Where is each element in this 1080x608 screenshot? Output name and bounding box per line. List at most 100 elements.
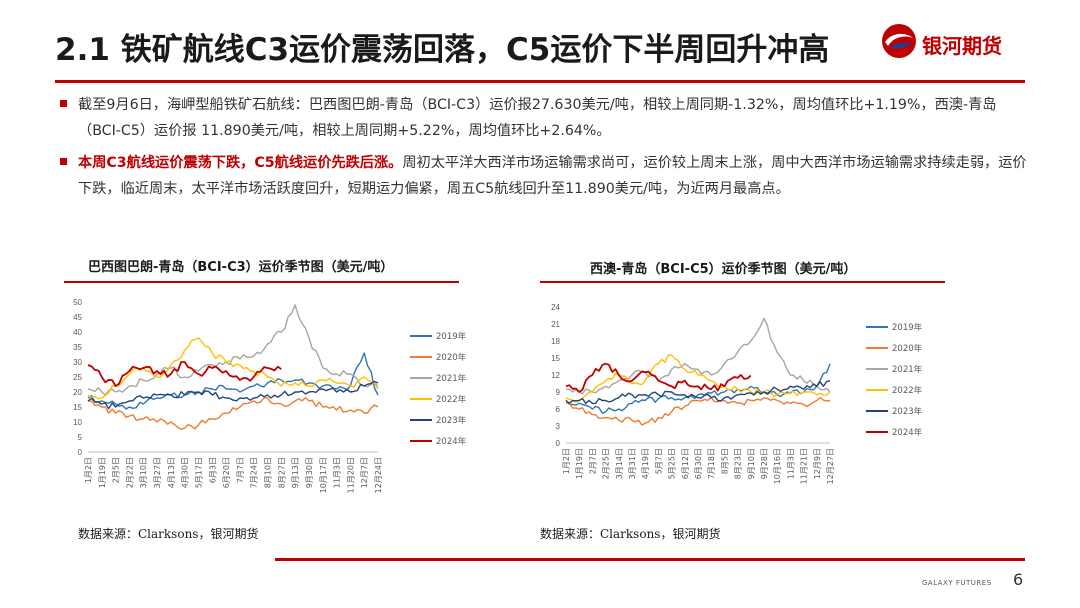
y-tick-label: 40 (73, 328, 82, 337)
x-tick-label: 8月5日 (720, 448, 729, 474)
y-tick-label: 15 (551, 354, 560, 363)
y-tick-label: 12 (551, 371, 560, 380)
x-tick-label: 5月25日 (668, 448, 677, 479)
legend-label: 2024年 (892, 427, 923, 438)
bullet-item: 本周C3航线运价震荡下跌，C5航线运价先跌后涨。周初太平洋大西洋市场运输需求尚可… (60, 150, 1035, 202)
y-tick-label: 21 (551, 320, 560, 329)
x-tick-label: 3月31日 (628, 448, 637, 479)
y-tick-label: 6 (556, 405, 561, 414)
x-tick-label: 12月7日 (360, 457, 369, 488)
legend-label: 2019年 (892, 322, 923, 333)
y-tick-label: 0 (556, 439, 561, 448)
x-tick-label: 3月27日 (153, 457, 162, 488)
x-tick-label: 11月3日 (786, 448, 795, 479)
series-line-2024年 (565, 362, 752, 393)
x-tick-label: 1月2日 (562, 448, 571, 474)
x-tick-label: 6月30日 (694, 448, 703, 479)
galaxy-logo-icon (882, 24, 916, 58)
x-tick-label: 12月27日 (826, 448, 835, 484)
chart-title-rule (64, 281, 459, 283)
x-tick-label: 10月17日 (319, 457, 328, 493)
x-tick-label: 2月22日 (125, 457, 134, 488)
x-tick-label: 12月9日 (813, 448, 822, 479)
chart-title-rule (540, 281, 945, 283)
series-line-2020年 (565, 397, 831, 426)
x-tick-label: 6月12日 (681, 448, 690, 479)
legend-label: 2020年 (436, 352, 467, 363)
x-tick-label: 3月10日 (139, 457, 148, 488)
company-logo: 银河期货 (880, 22, 1030, 66)
x-tick-label: 9月13日 (291, 457, 300, 488)
chart-c5-svg: 0 3 6 9 12 15 18 21 24 1月2日 1月19日 2月7日 2月25日 3月14日 3月3… (551, 303, 923, 484)
series-line-2022年 (565, 354, 831, 403)
footer-divider (275, 558, 1025, 561)
y-tick-label: 15 (73, 403, 82, 412)
x-tick-label: 1月19日 (98, 457, 107, 488)
footer-brand: GALAXY FUTURES (922, 579, 992, 587)
legend-label: 2021年 (436, 373, 467, 384)
x-tick-label: 11月20日 (346, 457, 355, 493)
x-tick-label: 6月3日 (208, 457, 217, 483)
bullet-item: 截至9月6日，海岬型船铁矿石航线：巴西图巴朗-青岛（BCI-C3）运价报27.6… (60, 92, 1035, 144)
x-tick-label: 7月18日 (707, 448, 716, 479)
x-tick-label: 4月30日 (181, 457, 190, 488)
series-line-2024年 (87, 361, 282, 387)
y-tick-label: 5 (78, 433, 83, 442)
y-tick-label: 45 (73, 313, 82, 322)
chart-source-c3: 数据来源：Clarksons，银河期货 (78, 527, 259, 541)
series-line-2021年 (87, 304, 379, 396)
series-line-2019年 (565, 363, 831, 414)
legend-label: 2023年 (892, 406, 923, 417)
bullet-square-icon (60, 100, 67, 107)
chart-c3: 0 5 10 15 20 25 30 35 40 45 50 1月2日 1月19日 2月5日 2月22日 3月… (60, 290, 480, 510)
series-line-2021年 (565, 317, 831, 395)
bullet-bold-text: 本周C3航线运价震荡下跌，C5航线运价先跌后涨。 (78, 155, 403, 171)
x-tick-label: 8月23日 (734, 448, 743, 479)
logo-text: 银河期货 (922, 34, 1002, 58)
x-tick-label: 7月24日 (250, 457, 259, 488)
y-tick-label: 35 (73, 343, 82, 352)
x-tick-label: 10月16日 (773, 448, 782, 484)
y-tick-label: 18 (551, 337, 560, 346)
x-tick-label: 2月5日 (112, 457, 121, 483)
x-tick-label: 6月20日 (222, 457, 231, 488)
page-number: 6 (1013, 570, 1024, 589)
y-tick-label: 30 (73, 358, 82, 367)
y-tick-label: 3 (556, 422, 561, 431)
x-tick-label: 9月10日 (747, 448, 756, 479)
chart-c5: 0 3 6 9 12 15 18 21 24 1月2日 1月19日 2月7日 2月25日 3月14日 3月3… (538, 295, 958, 510)
x-tick-label: 11月3日 (333, 457, 342, 488)
legend-label: 2022年 (436, 394, 467, 405)
x-tick-label: 4月19日 (641, 448, 650, 479)
x-tick-label: 2月7日 (588, 448, 597, 474)
legend-label: 2022年 (892, 385, 923, 396)
x-tick-label: 3月14日 (615, 448, 624, 479)
x-tick-label: 8月10日 (264, 457, 273, 488)
chart-title-c3: 巴西图巴朗-青岛（BCI-C3）运价季节图（美元/吨） (88, 260, 394, 275)
x-tick-label: 7月7日 (236, 457, 245, 483)
x-tick-label: 9月30日 (305, 457, 314, 488)
x-tick-label: 1月19日 (575, 448, 584, 479)
x-tick-label: 1月2日 (84, 457, 93, 483)
y-tick-label: 20 (73, 388, 82, 397)
x-tick-label: 5月7日 (654, 448, 663, 474)
bullet-text: 周初太平洋大西洋市场运输需求尚可，运价较上周末上涨，周中大西洋市场运输需求持续走… (78, 155, 1027, 197)
y-tick-label: 9 (556, 388, 561, 397)
y-tick-label: 24 (551, 303, 560, 312)
y-tick-label: 25 (73, 373, 82, 382)
y-tick-label: 10 (73, 418, 82, 427)
x-tick-label: 5月17日 (194, 457, 203, 488)
legend-label: 2023年 (436, 415, 467, 426)
x-tick-label: 2月25日 (602, 448, 611, 479)
x-tick-label: 12月24日 (374, 457, 383, 493)
y-tick-label: 0 (78, 448, 83, 457)
bullet-text: 截至9月6日，海岬型船铁矿石航线：巴西图巴朗-青岛（BCI-C3）运价报27.6… (78, 97, 997, 139)
x-tick-label: 8月27日 (277, 457, 286, 488)
chart-title-c5: 西澳-青岛（BCI-C5）运价季节图（美元/吨） (590, 262, 857, 277)
legend-label: 2020年 (892, 343, 923, 354)
y-tick-label: 50 (73, 298, 82, 307)
x-tick-label: 9月28日 (760, 448, 769, 479)
title-divider (55, 80, 1025, 83)
legend-label: 2024年 (436, 436, 467, 447)
chart-source-c5: 数据来源：Clarksons，银河期货 (540, 527, 721, 541)
